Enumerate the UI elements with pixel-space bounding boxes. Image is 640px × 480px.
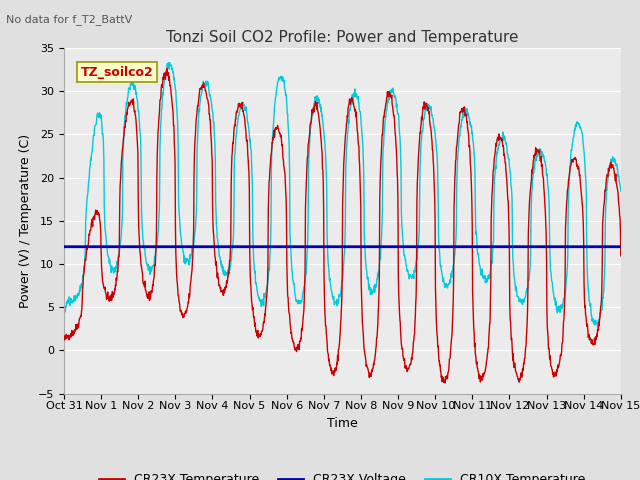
Title: Tonzi Soil CO2 Profile: Power and Temperature: Tonzi Soil CO2 Profile: Power and Temper…: [166, 30, 518, 46]
X-axis label: Time: Time: [327, 417, 358, 430]
Y-axis label: Power (V) / Temperature (C): Power (V) / Temperature (C): [19, 134, 33, 308]
Text: No data for f_T2_BattV: No data for f_T2_BattV: [6, 14, 132, 25]
Text: TZ_soilco2: TZ_soilco2: [81, 66, 154, 79]
Legend: CR23X Temperature, CR23X Voltage, CR10X Temperature: CR23X Temperature, CR23X Voltage, CR10X …: [94, 468, 590, 480]
